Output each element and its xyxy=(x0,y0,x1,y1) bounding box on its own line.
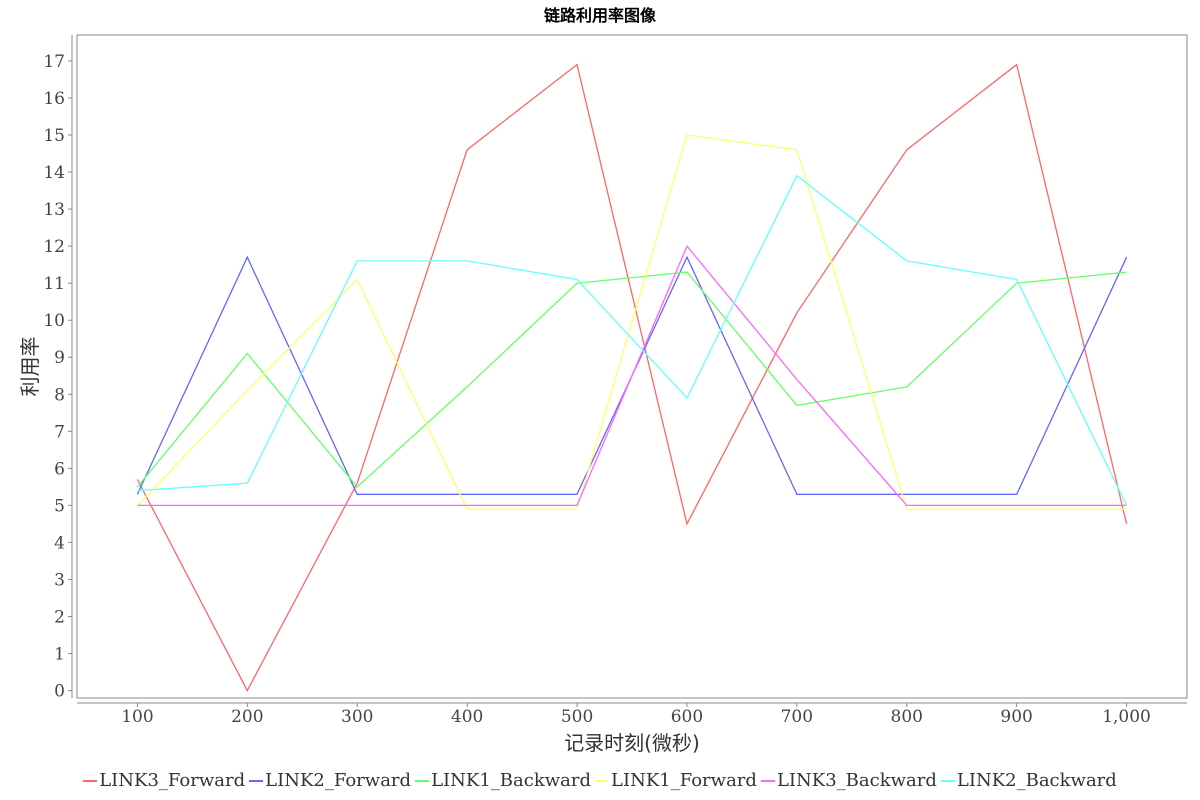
y-tick-label: 12 xyxy=(43,237,65,257)
legend-item: LINK3_Backward xyxy=(760,770,937,791)
plot-area xyxy=(76,34,1188,699)
x-tick-label: 900 xyxy=(1000,707,1032,727)
y-tick-label: 17 xyxy=(43,52,65,72)
legend-swatch xyxy=(940,779,955,782)
x-tick-label: 700 xyxy=(781,707,813,727)
y-tick-label: 0 xyxy=(54,682,65,702)
legend-label: LINK1_Forward xyxy=(611,770,757,791)
y-tick-label: 7 xyxy=(54,422,65,442)
legend-label: LINK2_Forward xyxy=(265,770,412,791)
y-tick-label: 6 xyxy=(54,459,65,479)
y-tick-label: 9 xyxy=(54,348,65,368)
series-line-link2-backward xyxy=(137,174,1128,506)
series-line-link3-forward xyxy=(136,63,1128,692)
y-tick-label: 2 xyxy=(54,608,65,628)
series-line-link3-backward xyxy=(137,244,1127,507)
y-tick-label: 10 xyxy=(43,311,65,331)
series-line-link1-forward xyxy=(136,134,1127,510)
y-tick-label: 11 xyxy=(43,274,65,294)
y-tick-label: 4 xyxy=(54,533,65,553)
x-tick-label: 200 xyxy=(231,707,263,727)
y-tick-label: 16 xyxy=(43,89,65,109)
legend-item: LINK2_Forward xyxy=(249,770,411,791)
legend-label: LINK3_Forward xyxy=(99,770,246,791)
legend-label: LINK3_Backward xyxy=(776,770,937,791)
x-tick-label: 500 xyxy=(561,707,593,727)
x-axis: 100 200 300 400 500 600 700 800 900 1,000 xyxy=(121,703,1151,727)
legend-item: LINK1_Backward xyxy=(415,770,591,791)
legend-swatch xyxy=(760,779,775,782)
legend-swatch xyxy=(249,779,264,782)
legend: LINK3_Forward LINK2_Forward LINK1_Backward… xyxy=(0,770,1200,791)
y-tick-label: 14 xyxy=(43,163,65,183)
y-tick-label: 15 xyxy=(43,126,65,146)
legend-label: LINK2_Backward xyxy=(956,770,1117,791)
x-axis-title: 记录时刻(微秒) xyxy=(564,731,700,755)
series-line-link1-backward xyxy=(136,271,1127,488)
chart-title: 链路利用率图像 xyxy=(543,6,656,25)
y-tick-label: 5 xyxy=(54,496,65,516)
legend-item: LINK3_Forward xyxy=(83,770,245,791)
y-tick-label: 8 xyxy=(54,385,65,405)
legend-item: LINK2_Backward xyxy=(940,770,1117,791)
x-tick-label: 800 xyxy=(891,707,923,727)
y-tick-label: 3 xyxy=(54,570,65,590)
legend-item: LINK1_Forward xyxy=(595,770,757,791)
x-tick-label: 600 xyxy=(671,707,703,727)
y-tick-label: 1 xyxy=(54,645,65,665)
x-tick-label: 300 xyxy=(341,707,373,727)
legend-label: LINK1_Backward xyxy=(431,770,591,791)
legend-swatch xyxy=(595,779,609,782)
y-tick-label: 13 xyxy=(43,200,65,220)
x-tick-label: 100 xyxy=(121,707,153,727)
legend-swatch xyxy=(83,779,98,782)
series-lines xyxy=(136,63,1128,692)
x-tick-label: 400 xyxy=(451,707,483,727)
legend-swatch xyxy=(415,779,430,782)
x-tick-label: 1,000 xyxy=(1102,707,1151,727)
y-axis-title: 利用率 xyxy=(18,337,42,397)
